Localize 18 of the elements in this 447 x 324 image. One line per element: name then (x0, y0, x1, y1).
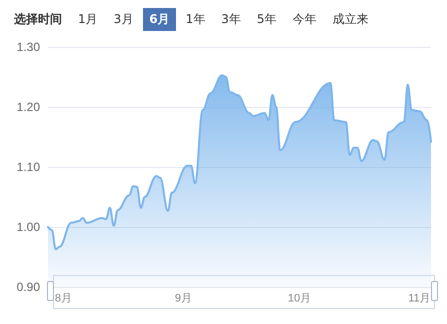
text: 1月 (77, 10, 99, 28)
x-tick-label: 10月 (288, 292, 312, 304)
x-tick-label: 11月 (408, 292, 431, 304)
x-tick-label: 8月 (54, 292, 72, 304)
text: 3月 (112, 10, 134, 28)
y-tick-label: 0.90 (16, 280, 40, 294)
text: 6月 (143, 8, 176, 30)
y-tick-label: 1.20 (16, 100, 40, 114)
text: 今年 (292, 10, 318, 28)
text: 选择时间 (13, 10, 63, 28)
y-tick-label: 1.00 (16, 220, 40, 234)
y-tick-label: 1.30 (16, 40, 40, 54)
x-tick-label: 9月 (174, 292, 192, 304)
text: 成立来 (332, 10, 370, 28)
text: 3年 (220, 10, 242, 28)
text: 1年 (184, 10, 206, 28)
y-tick-label: 1.10 (16, 160, 40, 174)
text: 5年 (256, 10, 278, 28)
